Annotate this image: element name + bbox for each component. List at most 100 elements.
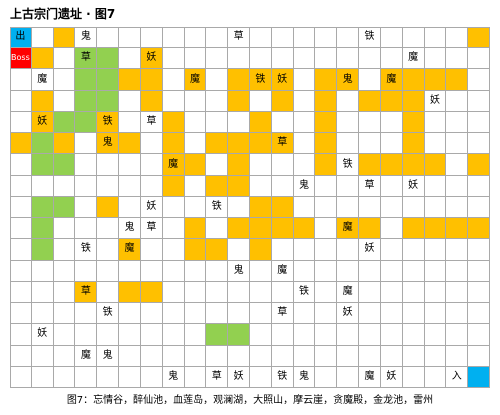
maze-cell-empty: [468, 345, 490, 367]
maze-cell-empty: 草: [271, 303, 294, 325]
maze-cell-empty: 草: [359, 175, 381, 197]
maze-cell-empty: [337, 133, 360, 155]
maze-cell-empty: [75, 133, 98, 155]
maze-cell-empty: 妖: [31, 324, 54, 346]
maze-cell-empty: [228, 196, 250, 219]
maze-cell-empty: [424, 324, 447, 346]
maze-cell-empty: [206, 154, 229, 176]
maze-cell-empty: [337, 196, 360, 219]
maze-cell-green: 草: [75, 48, 98, 70]
maze-cell-orange: [228, 90, 250, 112]
maze-cell-orange: [228, 154, 250, 176]
maze-cell-empty: [53, 218, 76, 240]
maze-cell-empty: [31, 260, 54, 282]
maze-cell-empty: [424, 366, 447, 388]
maze-cell-empty: [380, 345, 403, 367]
maze-cell-empty: [380, 303, 403, 325]
maze-cell-empty: [315, 281, 338, 304]
maze-cell-empty: [359, 281, 381, 304]
maze-cell-empty: [337, 260, 360, 282]
maze-cell-orange: [97, 196, 120, 219]
maze-cell-orange: [293, 218, 316, 240]
maze-cell-empty: [10, 175, 32, 197]
maze-cell-orange: [250, 133, 272, 155]
maze-cell-orange: 魔: [184, 69, 207, 91]
maze-cell-empty: [10, 345, 32, 367]
maze-cell-green: [31, 239, 54, 261]
maze-cell-empty: [293, 27, 316, 49]
maze-cell-empty: [468, 324, 490, 346]
maze-cell-empty: [31, 175, 54, 197]
maze-cell-empty: [380, 218, 403, 240]
maze-cell-empty: 妖: [228, 366, 250, 388]
maze-cell-green: [206, 324, 229, 346]
maze-cell-empty: [31, 303, 54, 325]
maze-cell-empty: [97, 366, 120, 388]
maze-cell-empty: [228, 281, 250, 304]
maze-cell-empty: [446, 324, 469, 346]
maze-cell-empty: [293, 90, 316, 112]
maze-cell-orange: [140, 90, 163, 112]
maze-cell-empty: [184, 27, 207, 49]
maze-cell-empty: [206, 48, 229, 70]
maze-cell-empty: [250, 303, 272, 325]
maze-cell-empty: [424, 48, 447, 70]
maze-cell-empty: [446, 345, 469, 367]
maze-cell-empty: 草: [140, 218, 163, 240]
maze-cell-orange: [119, 281, 141, 304]
maze-cell-empty: [424, 260, 447, 282]
maze-cell-empty: [184, 366, 207, 388]
maze-cell-orange: [315, 154, 338, 176]
maze-cell-empty: [402, 303, 425, 325]
maze-cell-green: [53, 111, 76, 134]
maze-cell-orange: [315, 111, 338, 134]
maze-cell-empty: [75, 324, 98, 346]
maze-cell-empty: [337, 90, 360, 112]
maze-cell-blue: [468, 366, 490, 388]
maze-cell-orange: 魔: [337, 218, 360, 240]
maze-cell-empty: [315, 260, 338, 282]
maze-cell-orange: [140, 281, 163, 304]
maze-cell-empty: [271, 281, 294, 304]
maze-cell-orange: [271, 90, 294, 112]
maze-cell-green: [75, 69, 98, 91]
maze-cell-empty: [293, 133, 316, 155]
maze-cell-empty: [75, 196, 98, 219]
maze-cell-orange: [315, 133, 338, 155]
maze-cell-orange: [424, 154, 447, 176]
maze-cell-orange: [271, 218, 294, 240]
maze-cell-green: [97, 90, 120, 112]
maze-cell-empty: [315, 303, 338, 325]
maze-cell-empty: [337, 366, 360, 388]
maze-cell-empty: [162, 303, 185, 325]
maze-cell-empty: [402, 239, 425, 261]
maze-cell-empty: [53, 48, 76, 70]
maze-cell-empty: [402, 324, 425, 346]
maze-cell-orange: [140, 69, 163, 91]
maze-cell-empty: [446, 175, 469, 197]
maze-cell-empty: [293, 303, 316, 325]
maze-cell-empty: [10, 111, 32, 134]
maze-cell-empty: [315, 48, 338, 70]
maze-cell-empty: [337, 239, 360, 261]
maze-cell-empty: [53, 69, 76, 91]
maze-cell-orange: [380, 154, 403, 176]
maze-cell-empty: [359, 48, 381, 70]
maze-cell-empty: [140, 175, 163, 197]
maze-cell-empty: [271, 154, 294, 176]
maze-cell-empty: [315, 345, 338, 367]
maze-cell-empty: [315, 239, 338, 261]
maze-cell-empty: [10, 239, 32, 261]
maze-cell-empty: [53, 90, 76, 112]
maze-cell-orange: [359, 154, 381, 176]
maze-cell-orange: [184, 154, 207, 176]
maze-cell-orange: 铁: [250, 69, 272, 91]
maze-cell-empty: [162, 324, 185, 346]
maze-cell-empty: 入: [446, 366, 469, 388]
maze-cell-empty: [162, 345, 185, 367]
maze-cell-green: [53, 154, 76, 176]
maze-cell-empty: 魔: [402, 48, 425, 70]
maze-cell-empty: [184, 111, 207, 134]
maze-cell-empty: 魔: [271, 260, 294, 282]
maze-cell-empty: [97, 281, 120, 304]
